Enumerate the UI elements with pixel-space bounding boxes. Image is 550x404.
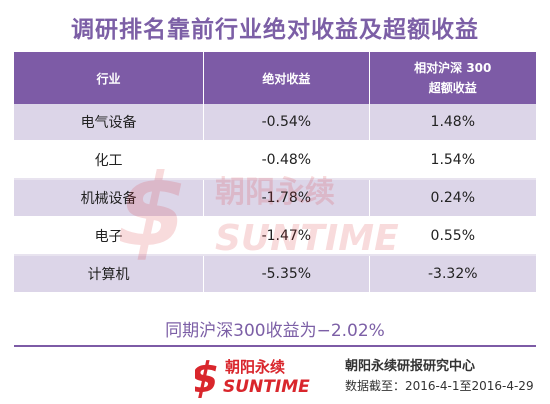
header-excess-return: 相对沪深 300 超额收益 xyxy=(369,52,536,104)
cell-industry: 化工 xyxy=(14,141,205,180)
benchmark-note: 同期沪深300收益为−2.02% xyxy=(165,321,385,341)
returns-table: 行业 绝对收益 相对沪深 300 超额收益 电气设备 -0.54% 1.48% … xyxy=(14,52,536,294)
cell-excess: 0.24% xyxy=(369,179,536,218)
cell-absolute: -0.48% xyxy=(203,141,370,180)
table-row: 机械设备 -1.78% 0.24% xyxy=(14,179,536,218)
table-row: 计算机 -5.35% -3.32% xyxy=(14,255,536,294)
cell-industry: 电气设备 xyxy=(14,104,205,142)
cell-industry: 计算机 xyxy=(14,255,205,294)
dollar-logo-icon: $ xyxy=(195,354,224,398)
cell-industry: 机械设备 xyxy=(14,179,205,218)
cell-industry: 电子 xyxy=(14,217,205,256)
cell-excess: 1.54% xyxy=(369,141,536,180)
cell-excess: -3.32% xyxy=(369,255,536,294)
table-row: 电子 -1.47% 0.55% xyxy=(14,217,536,256)
cell-excess: 0.55% xyxy=(369,217,536,256)
table-row: 化工 -0.48% 1.54% xyxy=(14,141,536,180)
table-header-row: 行业 绝对收益 相对沪深 300 超额收益 xyxy=(14,52,536,104)
suntime-logo: $ 朝阳永续 SUNTIME xyxy=(195,354,310,398)
cell-excess: 1.48% xyxy=(369,104,536,142)
logo-cn: 朝阳永续 xyxy=(225,358,285,376)
footer-org: 朝阳永续研报研究中心 xyxy=(345,359,476,374)
header-excess-line2: 超额收益 xyxy=(428,81,477,95)
page-title: 调研排名靠前行业绝对收益及超额收益 xyxy=(71,17,479,43)
cell-absolute: -1.47% xyxy=(203,217,370,256)
logo-en: SUNTIME xyxy=(223,377,310,397)
cell-absolute: -1.78% xyxy=(203,179,370,218)
footer-date: 数据截至：2016-4-1至2016-4-29 xyxy=(345,379,534,393)
table-row: 电气设备 -0.54% 1.48% xyxy=(14,104,536,142)
cell-absolute: -0.54% xyxy=(203,104,370,142)
header-excess-line1: 相对沪深 300 xyxy=(414,61,492,75)
header-industry: 行业 xyxy=(14,52,205,104)
header-absolute-return: 绝对收益 xyxy=(203,52,370,104)
footer-divider xyxy=(14,345,536,347)
cell-absolute: -5.35% xyxy=(203,255,370,294)
